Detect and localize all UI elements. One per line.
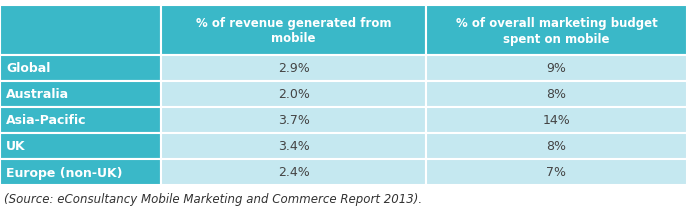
Text: UK: UK	[6, 140, 25, 153]
Bar	[161, 108, 426, 133]
Bar	[426, 56, 687, 82]
Bar	[0, 159, 161, 185]
Bar	[426, 82, 687, 108]
Text: % of revenue generated from
mobile: % of revenue generated from mobile	[196, 16, 392, 45]
Bar	[0, 108, 161, 133]
Text: 14%: 14%	[543, 114, 570, 127]
Text: Asia-Pacific: Asia-Pacific	[6, 114, 87, 127]
Bar	[0, 56, 161, 82]
Text: 3.4%: 3.4%	[278, 140, 310, 153]
Bar	[161, 6, 426, 56]
Text: (Source: eConsultancy Mobile Marketing and Commerce Report 2013).: (Source: eConsultancy Mobile Marketing a…	[4, 192, 422, 205]
Text: 7%: 7%	[546, 166, 567, 179]
Bar	[426, 133, 687, 159]
Bar	[0, 82, 161, 108]
Text: 2.0%: 2.0%	[278, 88, 310, 101]
Bar	[161, 133, 426, 159]
Text: 2.9%: 2.9%	[278, 62, 310, 75]
Text: Europe (non-UK): Europe (non-UK)	[6, 166, 122, 179]
Text: Australia: Australia	[6, 88, 69, 101]
Text: Global: Global	[6, 62, 50, 75]
Bar	[426, 159, 687, 185]
Text: 3.7%: 3.7%	[278, 114, 310, 127]
Bar	[161, 82, 426, 108]
Text: 9%: 9%	[547, 62, 566, 75]
Bar	[426, 6, 687, 56]
Text: 2.4%: 2.4%	[278, 166, 310, 179]
Bar	[0, 6, 161, 56]
Bar	[161, 56, 426, 82]
Text: 8%: 8%	[546, 88, 567, 101]
Text: % of overall marketing budget
spent on mobile: % of overall marketing budget spent on m…	[455, 16, 657, 45]
Bar	[161, 159, 426, 185]
Bar	[426, 108, 687, 133]
Bar	[0, 133, 161, 159]
Text: 8%: 8%	[546, 140, 567, 153]
